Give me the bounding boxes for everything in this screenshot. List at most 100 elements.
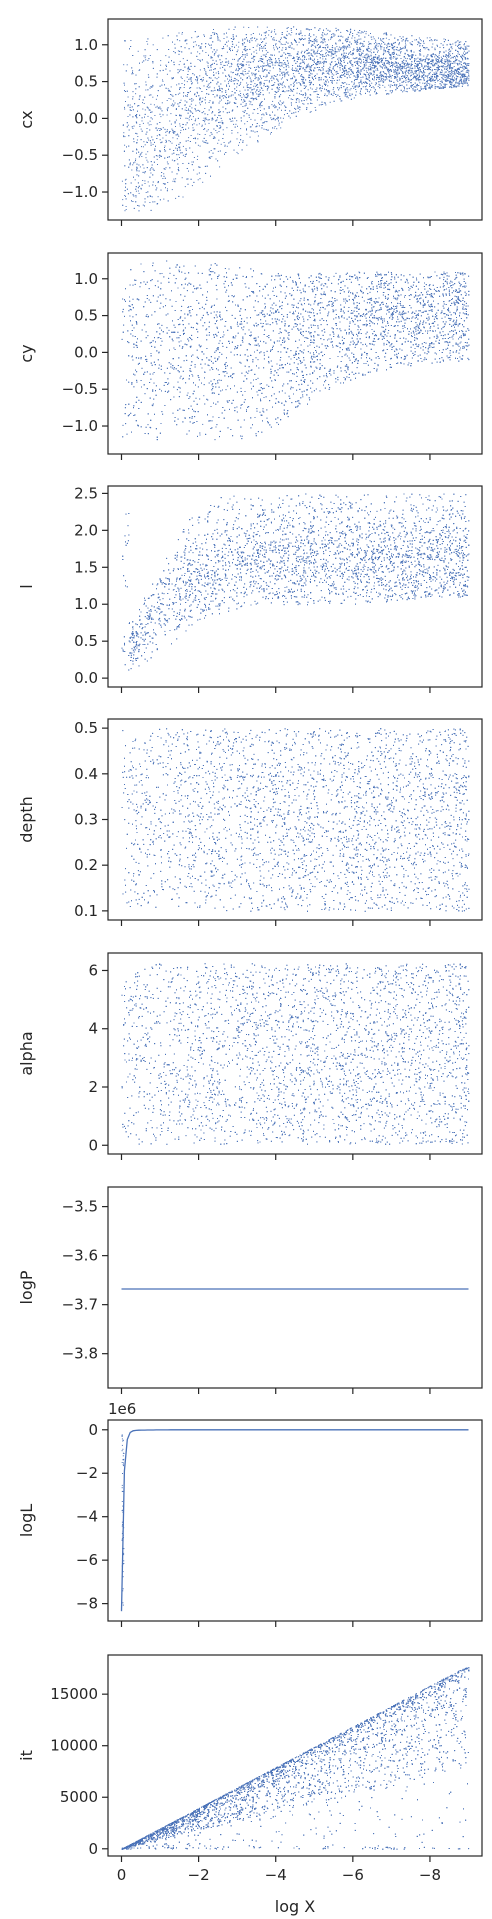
data-point — [327, 29, 329, 31]
data-point — [381, 75, 383, 77]
data-point — [301, 80, 303, 82]
data-point — [125, 206, 127, 207]
data-point — [238, 75, 240, 77]
data-point — [243, 26, 245, 28]
data-point — [259, 33, 260, 35]
data-point — [222, 111, 224, 113]
data-point — [426, 58, 428, 60]
data-point — [210, 82, 212, 84]
data-point — [449, 53, 451, 55]
data-point — [206, 165, 208, 167]
data-point — [162, 80, 164, 82]
data-point — [391, 61, 392, 63]
data-point — [328, 90, 329, 92]
data-point — [286, 90, 288, 92]
data-point — [416, 65, 417, 67]
data-point — [415, 86, 417, 88]
data-point — [358, 48, 360, 50]
data-point — [459, 66, 461, 68]
data-point — [192, 151, 194, 153]
data-point — [467, 51, 469, 53]
data-point — [468, 45, 470, 47]
data-point — [447, 65, 448, 67]
data-point — [142, 180, 144, 181]
data-point — [383, 38, 385, 40]
data-point — [180, 117, 181, 119]
data-point — [284, 86, 286, 88]
data-point — [363, 59, 364, 61]
data-point — [441, 77, 443, 79]
data-point — [322, 56, 324, 58]
data-point — [249, 136, 251, 138]
data-point — [430, 39, 432, 40]
data-point — [344, 56, 346, 58]
data-point — [256, 38, 258, 40]
data-point — [145, 157, 147, 159]
data-point — [191, 164, 193, 166]
data-point — [316, 41, 318, 43]
data-point — [333, 80, 335, 81]
data-point — [279, 41, 281, 43]
data-point — [297, 53, 299, 54]
data-point — [365, 76, 367, 78]
data-point — [308, 52, 310, 54]
data-point — [363, 69, 365, 71]
data-point — [398, 86, 400, 88]
data-point — [187, 92, 189, 93]
data-point — [209, 37, 211, 39]
data-point — [208, 43, 209, 45]
data-point — [131, 169, 133, 171]
data-point — [466, 76, 468, 78]
data-point — [383, 33, 385, 35]
data-point — [377, 51, 378, 53]
data-point — [356, 46, 358, 48]
data-point — [217, 160, 219, 162]
data-point — [142, 122, 144, 124]
data-point — [177, 72, 179, 74]
data-point — [238, 58, 240, 60]
data-point — [342, 56, 344, 58]
data-point — [332, 66, 334, 68]
data-point — [427, 62, 429, 64]
data-point — [455, 85, 457, 87]
data-point — [294, 39, 296, 41]
data-point — [237, 60, 239, 62]
data-point — [362, 56, 364, 58]
data-point — [436, 60, 438, 62]
data-point — [331, 49, 333, 51]
data-point — [182, 163, 184, 164]
data-point — [138, 151, 140, 153]
data-point — [344, 52, 346, 54]
data-point — [345, 57, 347, 59]
data-point — [308, 65, 310, 67]
data-point — [325, 61, 327, 62]
data-point — [392, 64, 394, 66]
data-point — [150, 142, 152, 144]
data-point — [222, 123, 224, 125]
data-point — [232, 80, 234, 82]
data-point — [132, 70, 134, 72]
data-point — [360, 38, 362, 40]
data-point — [160, 155, 162, 157]
data-point — [146, 141, 148, 143]
data-point — [260, 119, 262, 121]
data-point — [210, 150, 212, 151]
data-point — [379, 44, 381, 46]
data-point — [243, 93, 244, 95]
data-point — [221, 55, 223, 57]
data-point — [246, 121, 248, 122]
data-point — [198, 123, 200, 125]
data-point — [224, 68, 226, 70]
data-point — [177, 50, 179, 52]
data-point — [372, 61, 374, 63]
data-point — [292, 82, 294, 84]
data-point — [419, 54, 421, 56]
data-point — [255, 91, 257, 93]
data-point — [264, 35, 266, 37]
data-point — [391, 47, 393, 49]
data-point — [129, 48, 130, 50]
data-point — [185, 149, 187, 151]
data-point — [360, 80, 362, 82]
data-point — [447, 39, 449, 41]
data-point — [198, 87, 200, 89]
